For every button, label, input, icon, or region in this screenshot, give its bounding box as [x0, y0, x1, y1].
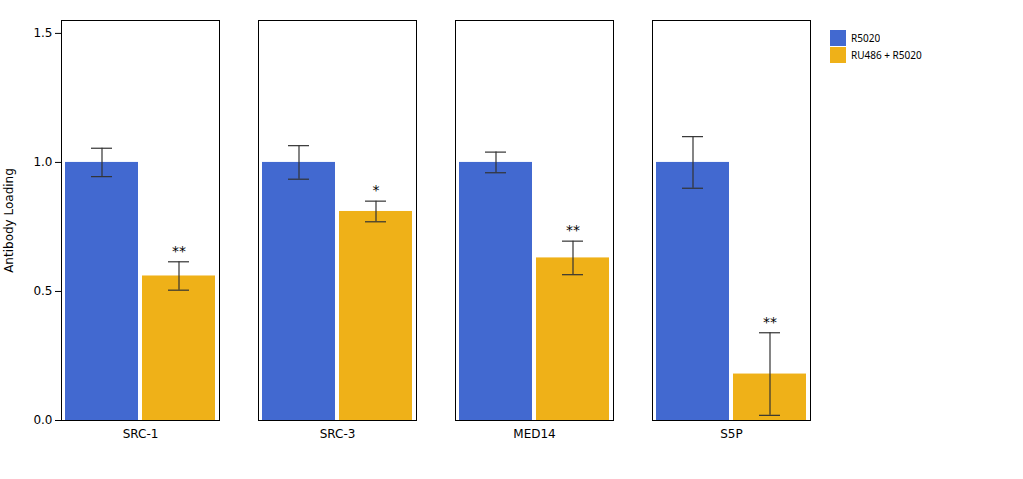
svg-text:1.0: 1.0 [33, 155, 52, 169]
html-text:R5020: R5020 [851, 31, 881, 45]
svg-text:Antibody Loading: Antibody Loading [2, 168, 16, 273]
svg-text:**: ** [172, 243, 186, 259]
html-text:RU486 + R5020: RU486 + R5020 [851, 48, 922, 62]
svg-text:0.5: 0.5 [33, 284, 52, 298]
svg-text:MED14: MED14 [513, 427, 555, 441]
svg-text:0.0: 0.0 [33, 413, 52, 427]
svg-text:*: * [373, 182, 380, 198]
svg-text:SRC-1: SRC-1 [123, 427, 159, 441]
svg-text:**: ** [763, 314, 777, 330]
svg-text:**: ** [566, 222, 580, 238]
svg-text:1.5: 1.5 [33, 26, 52, 40]
svg-text:S5P: S5P [720, 427, 743, 441]
svg-text:SRC-3: SRC-3 [320, 427, 356, 441]
